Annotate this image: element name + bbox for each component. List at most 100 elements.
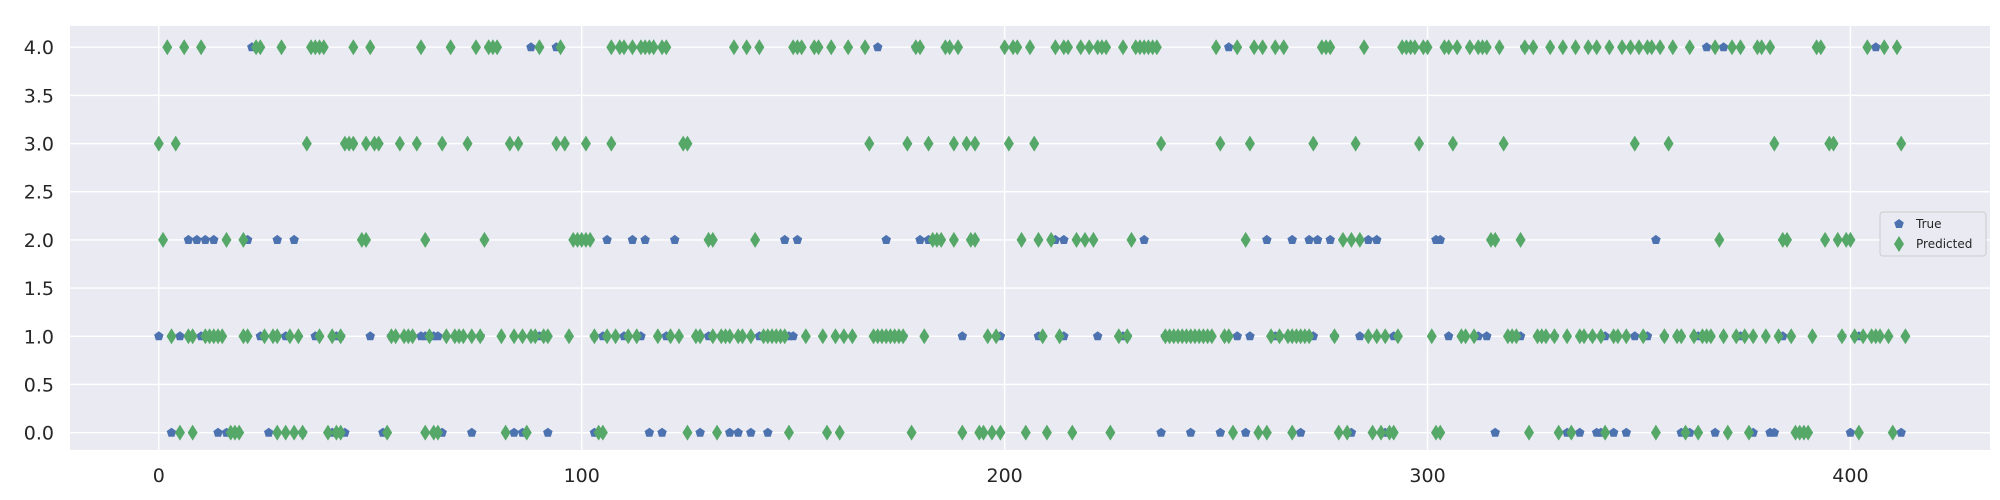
predicted-point [961,135,972,152]
predicted-point [1050,39,1061,56]
x-tick-label: 100 [564,465,600,487]
predicted-point [712,424,723,441]
y-tick-label: 3.5 [24,85,54,107]
predicted-point [1054,328,1065,345]
predicted-point [754,39,765,56]
predicted-point [1227,424,1238,441]
predicted-point [382,424,393,441]
true-point [792,234,803,244]
y-tick-label: 1.5 [24,278,54,300]
true-point [1845,427,1856,437]
x-tick-label: 200 [986,465,1022,487]
predicted-point [1828,135,1839,152]
predicted-point [1075,39,1086,56]
x-tick-label: 300 [1409,465,1445,487]
predicted-point [322,424,333,441]
predicted-point [707,231,718,248]
predicted-point [1650,424,1661,441]
predicted-point [1557,39,1568,56]
predicted-point [348,39,359,56]
predicted-point [1549,328,1560,345]
true-point [1651,234,1661,244]
true-point [644,427,655,437]
predicted-point [834,424,845,441]
predicted-point [1278,39,1289,56]
predicted-point [898,328,909,345]
predicted-point [1354,231,1365,248]
predicted-point [1376,424,1387,441]
predicted-point [1105,424,1116,441]
x-tick-label: 0 [153,465,165,487]
predicted-point [293,328,304,345]
true-point [467,427,477,437]
predicted-point [779,328,790,345]
predicted-point [496,328,507,345]
predicted-point [284,328,295,345]
predicted-point [1655,39,1666,56]
predicted-point [1676,328,1687,345]
predicted-point [394,135,405,152]
predicted-point [424,328,435,345]
true-point [725,427,735,437]
predicted-point [272,424,283,441]
true-point [1630,331,1640,341]
predicted-point [272,328,283,345]
predicted-point [1447,135,1458,152]
true-point [1443,331,1454,341]
predicted-point [724,328,735,345]
predicted-point [1748,328,1759,345]
predicted-point [1266,328,1277,345]
predicted-point [1693,424,1704,441]
predicted-point [335,424,346,441]
predicted-point [179,39,190,56]
predicted-point [1151,39,1162,56]
predicted-point [1820,231,1831,248]
true-point [873,42,883,52]
predicted-point [995,424,1006,441]
predicted-point [978,424,989,441]
predicted-point [407,328,418,345]
predicted-point [610,328,621,345]
predicted-point [1126,231,1137,248]
predicted-point [1731,328,1742,345]
predicted-point [1469,328,1480,345]
predicted-point [318,39,329,56]
predicted-point [1853,424,1864,441]
predicted-point [234,424,245,441]
predicted-point [695,328,706,345]
predicted-point [1862,39,1873,56]
true-point [1896,427,1906,437]
predicted-point [441,328,452,345]
predicted-point [1261,424,1272,441]
predicted-point [1156,135,1167,152]
predicted-point [1033,231,1044,248]
true-point [627,234,638,244]
true-point [788,331,798,341]
predicted-point [437,135,448,152]
true-point [1139,234,1149,244]
predicted-point [1900,328,1911,345]
predicted-point [847,328,858,345]
true-point [780,234,790,244]
true-point [1355,331,1365,341]
predicted-point [1490,231,1501,248]
legend-predicted-label: Predicted [1916,237,1972,251]
predicted-point [1270,39,1281,56]
predicted-point [187,328,198,345]
predicted-point [1760,328,1771,345]
predicted-point [1587,328,1598,345]
predicted-point [1896,135,1907,152]
predicted-point [1583,39,1594,56]
predicted-point [1621,328,1632,345]
predicted-point [970,135,981,152]
predicted-point [1553,424,1564,441]
predicted-point [1629,135,1640,152]
predicted-point [1367,424,1378,441]
predicted-point [517,328,528,345]
predicted-point [1600,424,1611,441]
true-point [957,331,968,341]
x-tick-label: 400 [1832,465,1868,487]
predicted-point [606,135,617,152]
predicted-point [458,328,469,345]
true-point [1621,427,1632,437]
